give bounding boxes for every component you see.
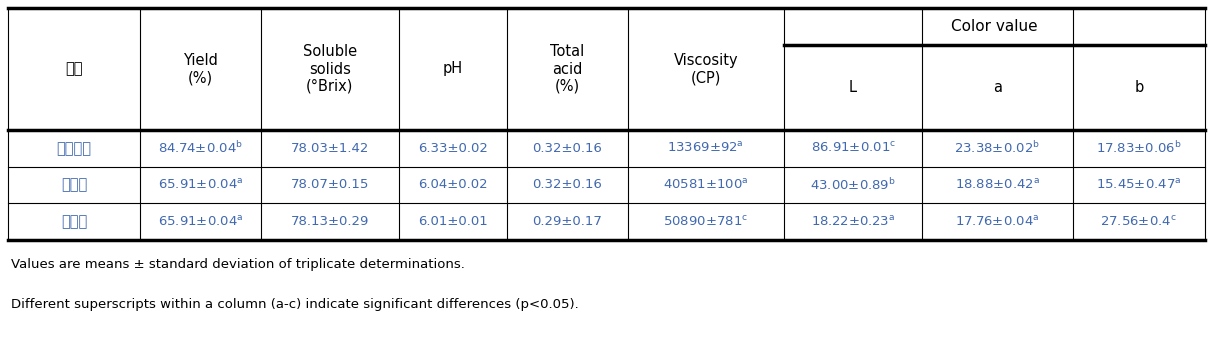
Text: a: a — [993, 80, 1002, 95]
Text: 65.91±0.04$^{\mathregular{a}}$: 65.91±0.04$^{\mathregular{a}}$ — [158, 178, 243, 192]
Text: L: L — [849, 80, 858, 95]
Text: 6.33±0.02: 6.33±0.02 — [418, 142, 488, 155]
Text: 액화효소: 액화효소 — [57, 141, 92, 156]
Text: 0.32±0.16: 0.32±0.16 — [533, 178, 603, 192]
Text: 0.32±0.16: 0.32±0.16 — [533, 142, 603, 155]
Text: 6.01±0.01: 6.01±0.01 — [418, 215, 488, 228]
Text: Color value: Color value — [951, 19, 1038, 34]
Text: Values are means ± standard deviation of triplicate determinations.: Values are means ± standard deviation of… — [11, 258, 465, 271]
Text: 15.45±0.47$^{\mathregular{a}}$: 15.45±0.47$^{\mathregular{a}}$ — [1097, 178, 1181, 192]
Text: Different superscripts within a column (a-c) indicate significant differences (p: Different superscripts within a column (… — [11, 298, 579, 311]
Text: 86.91±0.01$^{\mathregular{c}}$: 86.91±0.01$^{\mathregular{c}}$ — [810, 141, 895, 155]
Text: 17.83±0.06$^{\mathregular{b}}$: 17.83±0.06$^{\mathregular{b}}$ — [1097, 140, 1181, 156]
Text: 78.03±1.42: 78.03±1.42 — [291, 142, 369, 155]
Text: 조청: 조청 — [66, 61, 82, 76]
Text: b: b — [1134, 80, 1144, 95]
Text: 쌀누룩: 쌀누룩 — [61, 178, 87, 193]
Text: 밀누룩: 밀누룩 — [61, 214, 87, 229]
Text: 27.56±0.4$^{\mathregular{c}}$: 27.56±0.4$^{\mathregular{c}}$ — [1100, 215, 1177, 229]
Text: 84.74±0.04$^{\mathregular{b}}$: 84.74±0.04$^{\mathregular{b}}$ — [158, 140, 243, 156]
Text: Total
acid
(%): Total acid (%) — [551, 44, 585, 94]
Text: 18.88±0.42$^{\mathregular{a}}$: 18.88±0.42$^{\mathregular{a}}$ — [955, 178, 1040, 192]
Text: 40581±100$^{\mathregular{a}}$: 40581±100$^{\mathregular{a}}$ — [664, 178, 748, 192]
Text: Yield
(%): Yield (%) — [183, 53, 218, 85]
Text: pH: pH — [443, 61, 463, 76]
Text: 23.38±0.02$^{\mathregular{b}}$: 23.38±0.02$^{\mathregular{b}}$ — [955, 140, 1041, 156]
Text: 18.22±0.23$^{\mathregular{a}}$: 18.22±0.23$^{\mathregular{a}}$ — [811, 215, 895, 229]
Text: 0.29±0.17: 0.29±0.17 — [533, 215, 603, 228]
Text: 78.07±0.15: 78.07±0.15 — [291, 178, 369, 192]
Text: Viscosity
(CP): Viscosity (CP) — [673, 53, 738, 85]
Text: 43.00±0.89$^{\mathregular{b}}$: 43.00±0.89$^{\mathregular{b}}$ — [810, 177, 896, 193]
Text: 6.04±0.02: 6.04±0.02 — [418, 178, 488, 192]
Text: 17.76±0.04$^{\mathregular{a}}$: 17.76±0.04$^{\mathregular{a}}$ — [956, 215, 1040, 229]
Text: 13369±92$^{\mathregular{a}}$: 13369±92$^{\mathregular{a}}$ — [667, 141, 744, 155]
Text: 65.91±0.04$^{\mathregular{a}}$: 65.91±0.04$^{\mathregular{a}}$ — [158, 215, 243, 229]
Text: Soluble
solids
(°Brix): Soluble solids (°Brix) — [303, 44, 357, 94]
Text: 50890±781$^{\mathregular{c}}$: 50890±781$^{\mathregular{c}}$ — [664, 215, 748, 229]
Text: 78.13±0.29: 78.13±0.29 — [291, 215, 369, 228]
